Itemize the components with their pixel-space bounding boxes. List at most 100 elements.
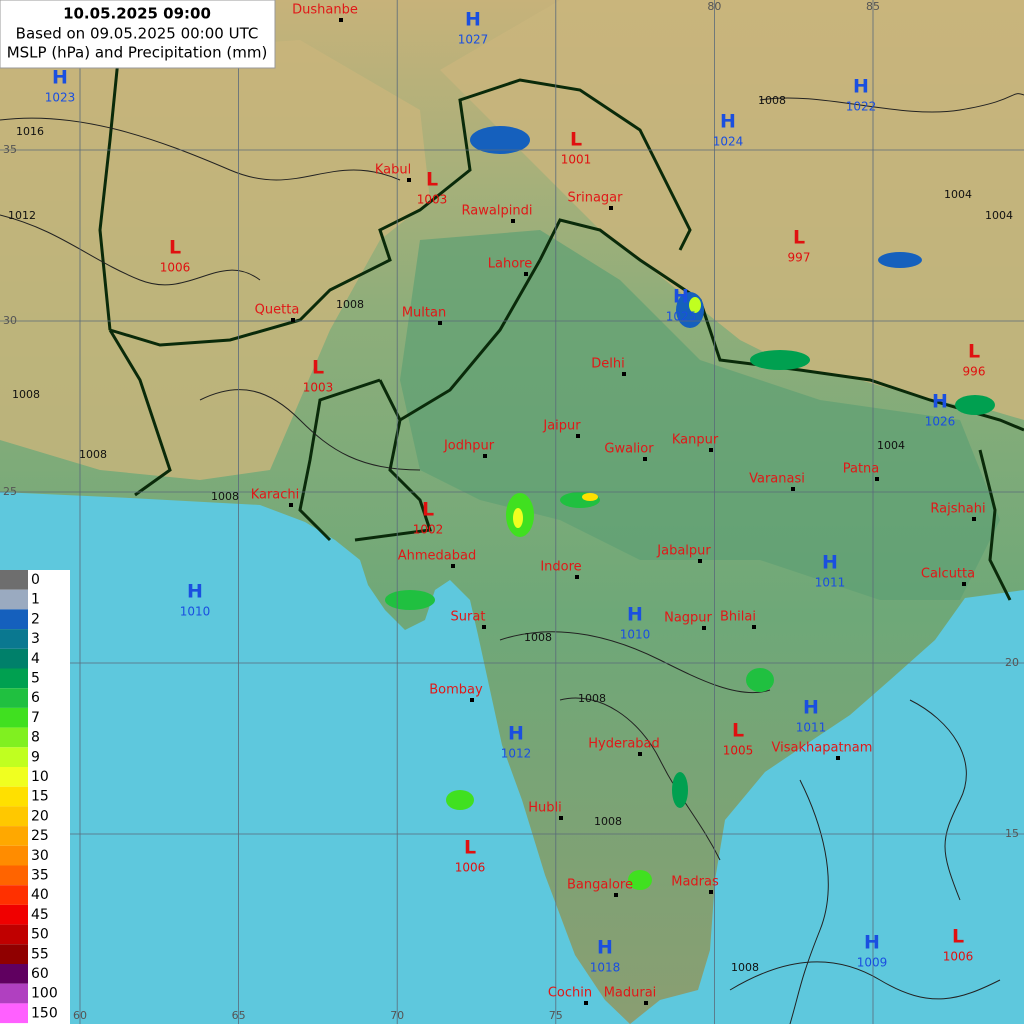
legend-swatch xyxy=(0,609,28,630)
pressure-symbol: L xyxy=(169,237,181,259)
header-title: 10.05.2025 09:00 xyxy=(63,5,211,23)
pressure-value: 1006 xyxy=(455,861,486,875)
pressure-symbol: H xyxy=(627,604,643,626)
city-marker xyxy=(289,503,293,507)
city-label: Visakhapatnam xyxy=(772,741,873,756)
city-marker xyxy=(584,1001,588,1005)
isobar-label: 1008 xyxy=(524,631,552,644)
latitude-label: 30 xyxy=(3,314,17,327)
legend-label: 100 xyxy=(31,986,58,1002)
city-marker xyxy=(576,434,580,438)
legend-label: 150 xyxy=(31,1005,58,1021)
longitude-label: 85 xyxy=(866,0,880,13)
city-label: Madras xyxy=(671,875,719,890)
city-label: Madurai xyxy=(604,986,657,1001)
pressure-symbol: H xyxy=(803,697,819,719)
city-label: Quetta xyxy=(255,303,300,318)
pressure-value: 1002 xyxy=(413,523,444,537)
city-marker xyxy=(752,625,756,629)
header-box xyxy=(0,0,276,69)
city-label: Kabul xyxy=(375,163,411,178)
longitude-label: 60 xyxy=(73,1009,87,1022)
isobar-label: 1004 xyxy=(985,209,1013,222)
isobar-label: 1008 xyxy=(731,961,759,974)
city-marker xyxy=(483,454,487,458)
latitude-label: 20 xyxy=(1005,656,1019,669)
legend-label: 4 xyxy=(31,651,40,667)
legend-label: 1 xyxy=(31,592,40,608)
pressure-value: 1010 xyxy=(620,628,651,642)
pressure-symbol: L xyxy=(732,720,744,742)
pressure-value: 1025 xyxy=(666,310,697,324)
isobar-label: 1008 xyxy=(79,448,107,461)
city-marker xyxy=(524,272,528,276)
city-label: Srinagar xyxy=(568,191,624,206)
legend-label: 20 xyxy=(31,808,49,824)
isobar-label: 1008 xyxy=(578,692,606,705)
legend-swatch xyxy=(0,924,28,945)
pressure-symbol: H xyxy=(932,391,948,413)
city-marker xyxy=(709,448,713,452)
city-label: Jaipur xyxy=(542,419,581,434)
isobar-label: 1008 xyxy=(594,815,622,828)
city-marker xyxy=(609,206,613,210)
isobar-label: 1004 xyxy=(877,439,905,452)
city-marker xyxy=(622,372,626,376)
city-label: Delhi xyxy=(591,357,624,372)
pressure-symbol: H xyxy=(187,581,203,603)
legend-label: 5 xyxy=(31,671,40,687)
city-marker xyxy=(791,487,795,491)
city-marker xyxy=(470,698,474,702)
city-label: Cochin xyxy=(548,986,592,1001)
legend-label: 9 xyxy=(31,749,40,765)
isobar-label: 1008 xyxy=(211,490,239,503)
city-label: Rajshahi xyxy=(930,502,985,517)
legend-label: 15 xyxy=(31,789,49,805)
legend-swatch xyxy=(0,865,28,886)
city-label: Bangalore xyxy=(567,878,633,893)
pressure-symbol: H xyxy=(822,552,838,574)
pressure-value: 1027 xyxy=(458,33,489,47)
legend-swatch xyxy=(0,589,28,610)
city-marker xyxy=(511,219,515,223)
city-marker xyxy=(875,477,879,481)
city-marker xyxy=(836,756,840,760)
city-label: Bhilai xyxy=(720,610,756,625)
pressure-symbol: L xyxy=(570,129,582,151)
city-marker xyxy=(644,1001,648,1005)
city-label: Multan xyxy=(402,306,446,321)
legend-swatch xyxy=(0,826,28,846)
pressure-value: 1018 xyxy=(590,961,621,975)
pressure-symbol: H xyxy=(853,76,869,98)
city-label: Karachi xyxy=(251,488,300,503)
isobar-label: 1004 xyxy=(944,188,972,201)
latitude-label: 35 xyxy=(3,143,17,156)
city-label: Hyderabad xyxy=(588,737,660,752)
city-label: Surat xyxy=(451,610,486,625)
pressure-value: 1011 xyxy=(796,721,827,735)
pressure-value: 1011 xyxy=(815,576,846,590)
pressure-value: 1010 xyxy=(180,605,211,619)
isobar-label: 1012 xyxy=(8,209,36,222)
city-label: Calcutta xyxy=(921,567,975,582)
legend-swatch xyxy=(0,885,28,905)
legend-label: 6 xyxy=(31,690,40,706)
legend-swatch xyxy=(0,629,28,649)
legend-label: 3 xyxy=(31,631,40,647)
plains xyxy=(400,230,1000,600)
pressure-symbol: H xyxy=(673,286,689,308)
city-marker xyxy=(291,318,295,322)
city-label: Kanpur xyxy=(672,433,719,448)
legend-swatch xyxy=(0,983,28,1004)
pressure-value: 996 xyxy=(963,365,986,379)
city-marker xyxy=(482,625,486,629)
legend-swatch xyxy=(0,806,28,827)
city-marker xyxy=(702,626,706,630)
latitude-label: 25 xyxy=(3,485,17,498)
city-marker xyxy=(559,816,563,820)
pressure-symbol: L xyxy=(793,227,805,249)
legend-label: 40 xyxy=(31,887,49,903)
city-label: Indore xyxy=(540,560,581,575)
